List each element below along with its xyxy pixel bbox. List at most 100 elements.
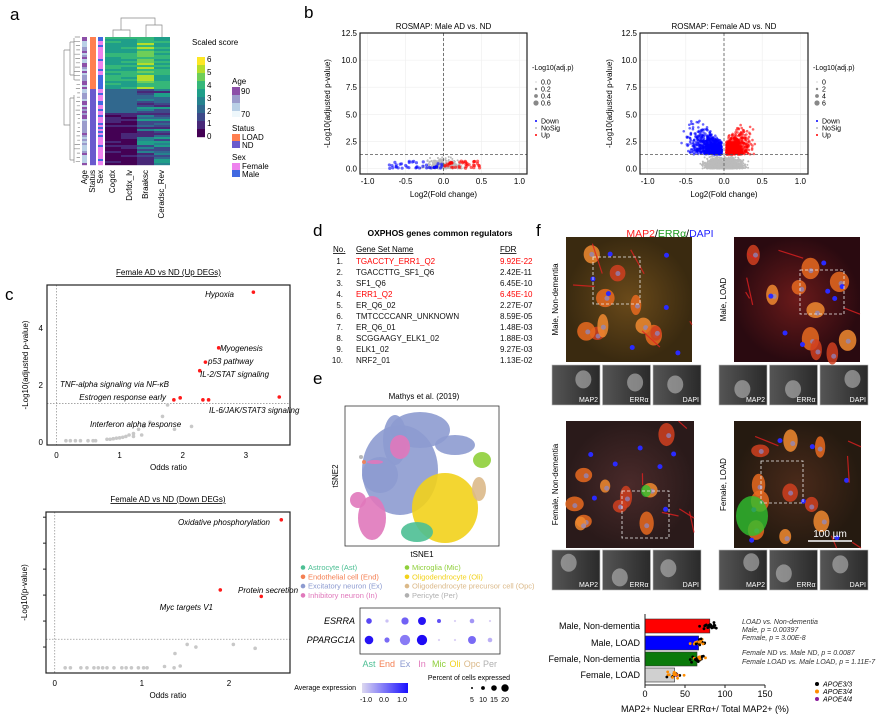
point-down bbox=[421, 164, 425, 168]
nucleus bbox=[644, 523, 650, 529]
point-nosig bbox=[727, 159, 730, 162]
heatmap-cell bbox=[154, 121, 170, 124]
point-nonsignificant bbox=[111, 436, 116, 441]
size-legend-dot bbox=[815, 94, 819, 98]
heatmap-cell bbox=[121, 131, 137, 134]
status-cell bbox=[90, 81, 96, 84]
heatmap-cell bbox=[105, 133, 121, 136]
point-up bbox=[731, 135, 734, 139]
nucleus bbox=[624, 496, 630, 502]
point-down bbox=[688, 137, 692, 140]
point-down bbox=[691, 126, 695, 129]
channel-label: DAPI bbox=[850, 397, 866, 404]
title-dapi: DAPI bbox=[689, 228, 714, 240]
nucleus bbox=[643, 325, 649, 331]
heatmap-cell bbox=[105, 139, 121, 142]
status-cell bbox=[90, 45, 96, 48]
term-label: p53 pathway bbox=[207, 357, 254, 366]
dapi-nucleus bbox=[799, 342, 805, 348]
size-legend-title: Percent of cells expressed bbox=[428, 675, 510, 682]
heatmap-cell bbox=[154, 83, 170, 86]
point-up bbox=[729, 144, 732, 147]
data-point bbox=[714, 626, 718, 630]
point-down bbox=[682, 129, 686, 133]
heatmap-cell bbox=[121, 83, 137, 86]
age-cell bbox=[82, 111, 87, 114]
y-tick: 12.5 bbox=[621, 29, 637, 38]
channel-image bbox=[602, 549, 651, 591]
heatmap-cell bbox=[105, 145, 121, 148]
status-cell bbox=[90, 85, 96, 88]
fdr-value: 1.48E-03 bbox=[500, 323, 533, 332]
size-legend-dot bbox=[471, 687, 473, 689]
cell-signal bbox=[844, 369, 861, 388]
point-nosig bbox=[712, 164, 715, 167]
status-cell bbox=[90, 75, 96, 78]
age-cell bbox=[82, 149, 87, 152]
heatmap-cell bbox=[105, 85, 121, 88]
heatmap-cell bbox=[137, 45, 154, 48]
sex-cell bbox=[98, 95, 103, 98]
point-up bbox=[726, 140, 729, 144]
sex-label: Male bbox=[242, 170, 260, 179]
expression-gradient bbox=[362, 683, 408, 693]
heatmap-cell bbox=[105, 97, 121, 100]
point-down bbox=[425, 166, 429, 170]
point-nonsignificant bbox=[189, 424, 194, 429]
heatmap-cell bbox=[105, 151, 121, 154]
point-up bbox=[752, 152, 756, 156]
heatmap-cell bbox=[105, 77, 121, 80]
heatmap-cell bbox=[105, 49, 121, 52]
panel-label-d: d bbox=[313, 221, 322, 240]
status-cell bbox=[90, 121, 96, 124]
point-nonsignificant bbox=[178, 664, 182, 668]
sex-cell bbox=[98, 99, 103, 102]
sex-cell bbox=[98, 143, 103, 146]
dapi-nucleus bbox=[629, 345, 635, 351]
nucleus bbox=[845, 338, 851, 344]
size-legend-tick: 15 bbox=[490, 697, 498, 704]
point-up bbox=[463, 159, 467, 163]
point-nonsignificant bbox=[162, 664, 167, 669]
heatmap-column-labels: Age Status Sex Cogdx Dcfdx_lv Braaksc Ce… bbox=[80, 169, 166, 218]
x-axis-label: Odds ratio bbox=[150, 463, 187, 472]
heatmap-cell bbox=[137, 87, 154, 90]
heatmap-cell bbox=[137, 41, 154, 44]
heatmap-cell bbox=[137, 73, 154, 76]
age-cell bbox=[82, 97, 87, 100]
age-cell bbox=[82, 95, 87, 98]
status-cell bbox=[90, 83, 96, 86]
dotplot: ESRRA PPARGC1A Ast End Ex In Mic Oli Opc Per Avera… bbox=[294, 607, 510, 704]
point-nosig bbox=[724, 166, 727, 169]
heatmap-cell bbox=[137, 57, 154, 60]
point-up bbox=[740, 145, 744, 148]
nucleus bbox=[753, 252, 759, 258]
point-nosig bbox=[699, 162, 702, 165]
nucleus bbox=[814, 310, 820, 316]
dapi-nucleus bbox=[809, 444, 815, 450]
sex-cell bbox=[98, 97, 103, 100]
dapi-nucleus bbox=[768, 293, 774, 299]
age-cell bbox=[82, 155, 87, 158]
expression-dot bbox=[469, 618, 475, 624]
heatmap-cell bbox=[121, 69, 137, 72]
celltype-label: Opc bbox=[464, 659, 481, 669]
status-cell bbox=[90, 103, 96, 106]
point-down bbox=[687, 123, 691, 127]
point-nonsignificant bbox=[105, 666, 109, 670]
point-down bbox=[703, 134, 706, 137]
point-nosig bbox=[727, 156, 730, 159]
point-nosig bbox=[720, 167, 723, 170]
heatmap-cell bbox=[121, 103, 137, 106]
heatmap-cell bbox=[121, 63, 137, 66]
point-significant bbox=[216, 346, 221, 350]
heatmap-cell bbox=[105, 65, 121, 68]
nucleus bbox=[634, 303, 640, 309]
age-cell bbox=[82, 75, 87, 78]
heatmap-cell bbox=[137, 69, 154, 72]
data-point bbox=[667, 673, 671, 677]
heatmap-cell bbox=[137, 111, 154, 114]
table-row: 10. NRF2_01 1.13E-02 bbox=[332, 356, 533, 365]
heatmap-cell bbox=[137, 99, 154, 102]
heatmap-cell bbox=[154, 117, 170, 120]
